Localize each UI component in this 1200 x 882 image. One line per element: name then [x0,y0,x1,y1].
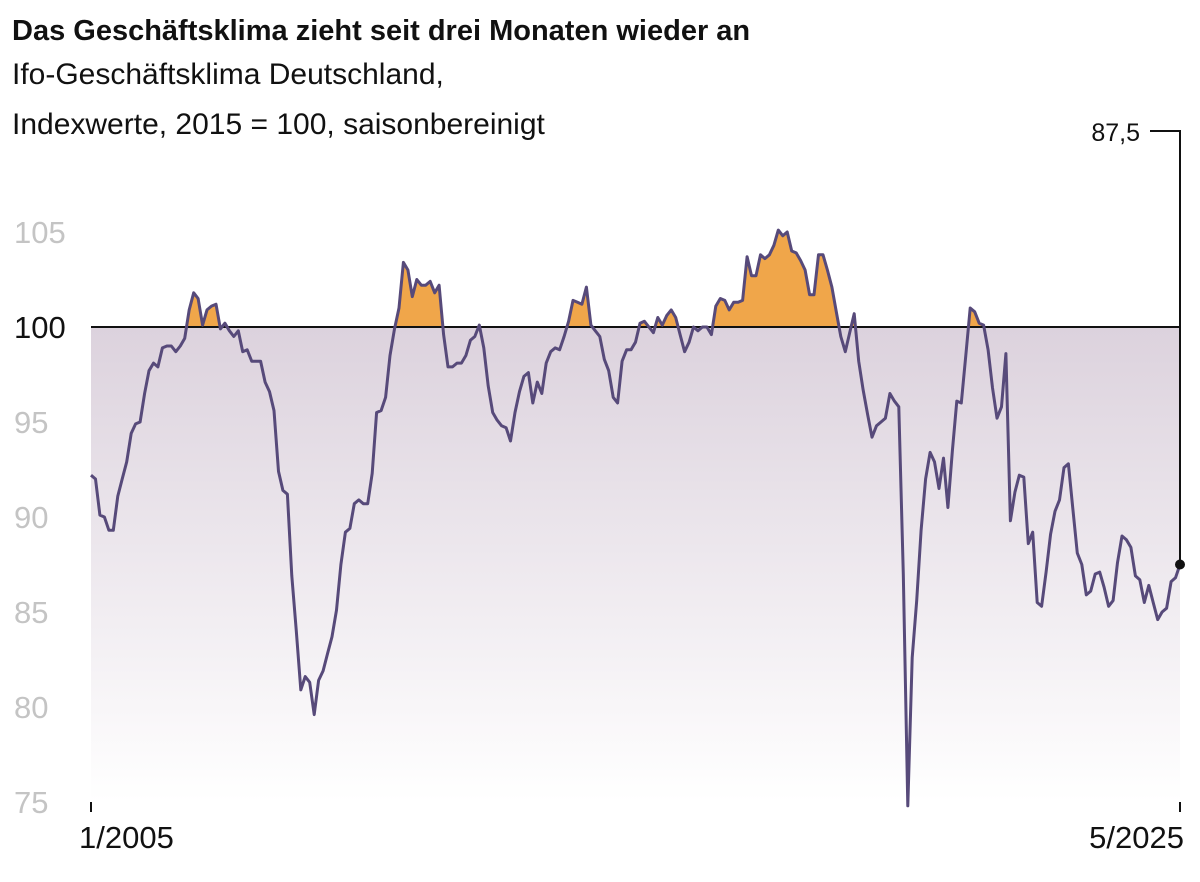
x-tick-label: 1/2005 [79,820,174,855]
y-tick-label: 100 [14,310,66,345]
y-tick-label: 105 [14,215,66,250]
x-axis-ticks: 1/2005 5/2025 [79,802,1184,855]
x-tick-label: 5/2025 [1089,820,1184,855]
last-value-dot [1175,559,1185,570]
y-tick-label: 80 [14,690,48,725]
y-tick-label: 95 [14,405,48,440]
y-tick-label: 85 [14,595,48,630]
last-value-leader-line [1150,130,1181,565]
chart-subtitle-line-2: Indexwerte, 2015 = 100, saisonbereinigt [12,108,546,141]
y-axis-ticks: 75 80 85 90 95 100 105 [14,215,66,820]
below-reference-area [91,327,1180,802]
chart-title: Das Geschäftsklima zieht seit drei Monat… [12,15,750,47]
chart-subtitle-line-1: Ifo-Geschäftsklima Deutschland, [12,58,444,91]
last-value-label: 87,5 [1091,119,1140,147]
series-line [90,228,1182,808]
y-tick-label: 90 [14,500,48,535]
y-tick-label: 75 [14,785,48,820]
